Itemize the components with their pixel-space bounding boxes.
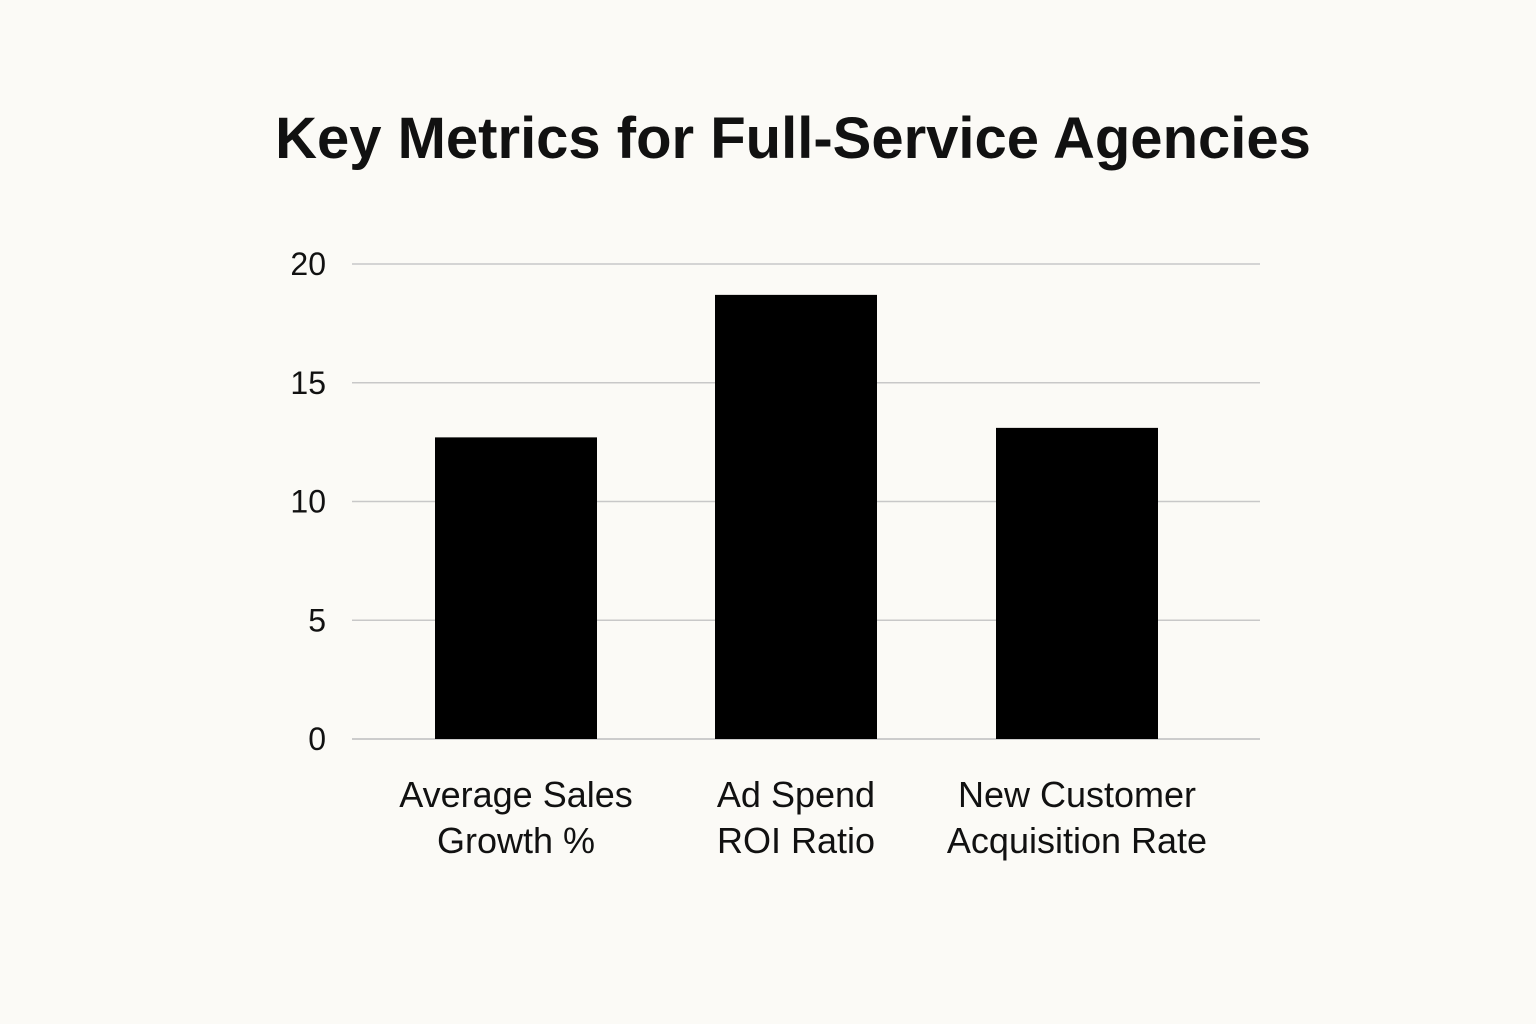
bar	[715, 294, 877, 739]
y-tick-label: 20	[290, 246, 326, 282]
y-tick-label: 10	[290, 484, 326, 520]
x-axis-labels: Average Sales Growth % Ad Spend ROI Ratio Ne…	[399, 774, 1207, 861]
bar	[996, 427, 1158, 739]
y-tick-label: 0	[308, 721, 326, 757]
y-axis-ticks: 0 5 10 15 20	[290, 246, 326, 757]
x-tick-label: Average Sales Growth %	[399, 774, 633, 861]
x-tick-label: Ad Spend ROI Ratio	[717, 774, 875, 861]
y-tick-label: 5	[308, 602, 326, 638]
y-tick-label: 15	[290, 365, 326, 401]
bar	[435, 437, 597, 739]
bars	[435, 294, 1158, 739]
x-tick-label: New Customer Acquisition Rate	[947, 774, 1207, 861]
chart-title: Key Metrics for Full-Service Agencies	[275, 106, 1311, 171]
